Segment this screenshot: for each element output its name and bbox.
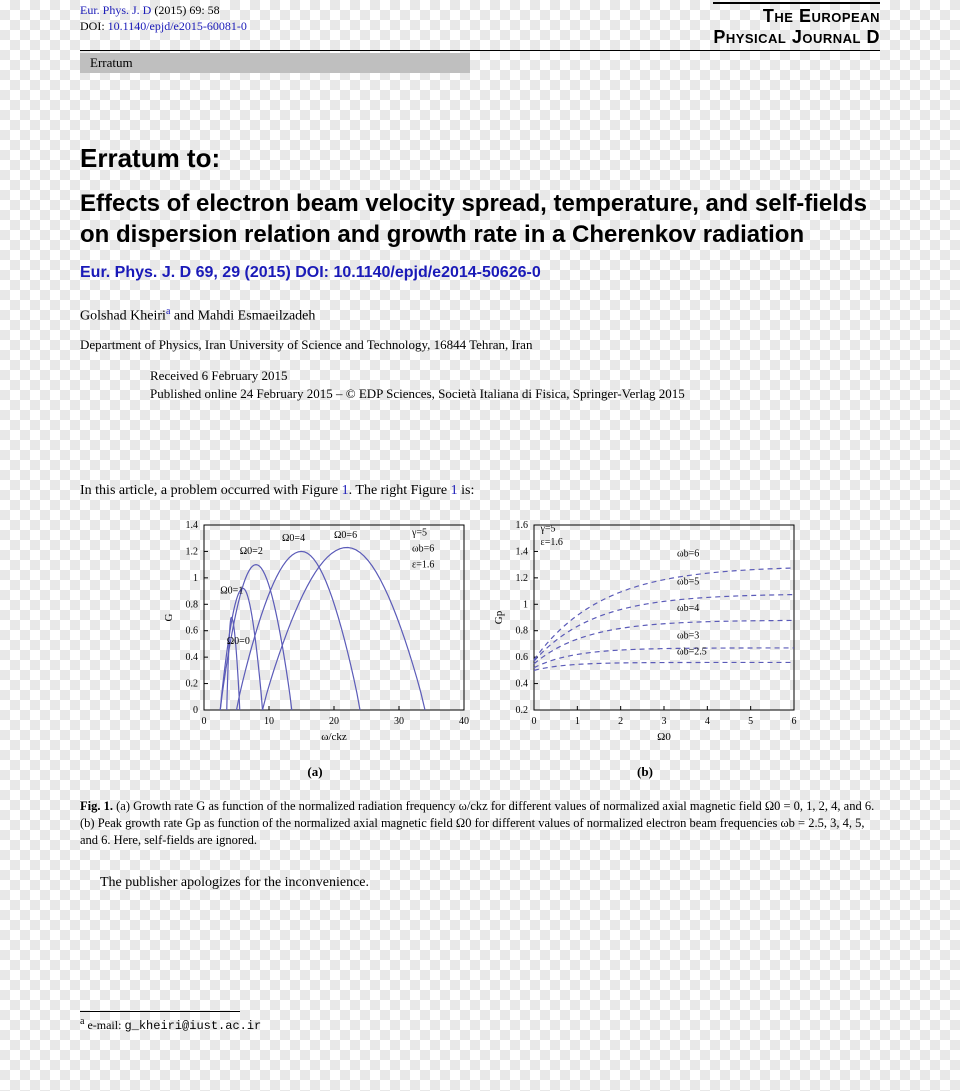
erratum-to-heading: Erratum to:	[80, 143, 880, 174]
svg-text:20: 20	[329, 716, 339, 727]
erratum-bar: Erratum	[80, 53, 470, 73]
svg-text:0.2: 0.2	[516, 705, 529, 716]
author-and: and	[170, 309, 197, 324]
svg-text:Ω0=0: Ω0=0	[227, 636, 250, 647]
svg-text:10: 10	[264, 716, 274, 727]
figure-1: 01020304000.20.40.60.811.21.4ω/ckzGγ=5ωb…	[80, 519, 880, 780]
svg-text:Ω0: Ω0	[657, 731, 671, 743]
svg-text:0.8: 0.8	[186, 600, 199, 611]
svg-text:30: 30	[394, 716, 404, 727]
svg-text:1.6: 1.6	[516, 520, 529, 531]
svg-text:ωb=4: ωb=4	[677, 603, 699, 614]
svg-text:6: 6	[792, 716, 797, 727]
svg-text:0.2: 0.2	[186, 679, 199, 690]
svg-text:1: 1	[575, 716, 580, 727]
journal-name-line1: The European	[713, 6, 880, 27]
svg-text:1.4: 1.4	[516, 547, 529, 558]
dates-block: Received 6 February 2015 Published onlin…	[80, 367, 880, 403]
footnote-rule	[80, 1011, 240, 1012]
svg-text:1: 1	[193, 573, 198, 584]
footnote-label: e-mail:	[84, 1018, 124, 1032]
svg-text:ωb=2.5: ωb=2.5	[677, 647, 707, 658]
figure-ref-1[interactable]: 1	[342, 483, 349, 498]
svg-text:ω/ckz: ω/ckz	[321, 731, 347, 743]
svg-text:ωb=6: ωb=6	[412, 544, 434, 555]
svg-text:5: 5	[748, 716, 753, 727]
figure-ref-2[interactable]: 1	[451, 483, 458, 498]
footnote: a e-mail: g_kheiri@iust.ac.ir	[80, 1016, 880, 1033]
svg-text:2: 2	[618, 716, 623, 727]
author-2: Mahdi Esmaeilzadeh	[198, 309, 316, 324]
header-left: Eur. Phys. J. D (2015) 69: 58 DOI: 10.11…	[80, 2, 247, 34]
svg-text:3: 3	[662, 716, 667, 727]
article-title: Effects of electron beam velocity spread…	[80, 188, 880, 250]
doi-link[interactable]: 10.1140/epjd/e2015-60081-0	[108, 19, 247, 33]
svg-text:ωb=3: ωb=3	[677, 631, 699, 642]
svg-text:0.4: 0.4	[516, 679, 529, 690]
figure-1a: 0 10 20 30 40 0 0.2 0.4 0.6 0.8 1 1.2 1.4 ω/ckz Gγ=5 ωb…	[160, 519, 470, 780]
journal-ref-rest: (2015) 69: 58	[151, 3, 219, 17]
authors: Golshad Kheiria and Mahdi Esmaeilzadeh	[80, 306, 880, 325]
svg-text:ωb=6: ωb=6	[677, 549, 699, 560]
svg-text:Ω0=4: Ω0=4	[282, 533, 305, 544]
svg-text:40: 40	[459, 716, 469, 727]
svg-text:γ=5: γ=5	[411, 528, 427, 539]
chart-panel-a: 0 10 20 30 40 0 0.2 0.4 0.6 0.8 1 1.2 1.4 ω/ckz Gγ=5 ωb…	[160, 519, 470, 744]
svg-text:G: G	[163, 614, 175, 622]
figure-1b: 0 1 2 3 4 5 6 0.2 0.4 0.6 0.8 1 1.2 1.4 1.6 Ω0 Gp γ=5 ε=1.…	[490, 519, 800, 780]
svg-text:0: 0	[532, 716, 537, 727]
svg-text:0: 0	[202, 716, 207, 727]
svg-text:Ω0=2: Ω0=2	[240, 546, 263, 557]
svg-text:0.4: 0.4	[186, 653, 199, 664]
original-citation[interactable]: Eur. Phys. J. D 69, 29 (2015) DOI: 10.11…	[80, 264, 880, 282]
svg-text:0: 0	[193, 705, 198, 716]
svg-text:0.8: 0.8	[516, 626, 529, 637]
chart-panel-b: 0 1 2 3 4 5 6 0.2 0.4 0.6 0.8 1 1.2 1.4 1.6 Ω0 Gp γ=5 ε=1.…	[490, 519, 800, 744]
panel-a-label: (a)	[160, 764, 470, 780]
caption-text: (a) Growth rate G as function of the nor…	[80, 799, 874, 847]
svg-text:0.6: 0.6	[186, 626, 199, 637]
published-date: Published online 24 February 2015 – © ED…	[150, 385, 880, 403]
svg-text:4: 4	[705, 716, 710, 727]
doi-label: DOI:	[80, 19, 108, 33]
apology-text: The publisher apologizes for the inconve…	[80, 875, 880, 891]
header-right: The European Physical Journal D	[713, 2, 880, 48]
intro-text: In this article, a problem occurred with…	[80, 483, 880, 499]
received-date: Received 6 February 2015	[150, 367, 880, 385]
journal-name-line2: Physical Journal D	[713, 27, 880, 48]
svg-text:Ω0=1: Ω0=1	[220, 586, 243, 597]
svg-text:Gp: Gp	[493, 611, 505, 625]
affiliation: Department of Physics, Iran University o…	[80, 337, 880, 353]
svg-text:1.2: 1.2	[516, 573, 529, 584]
svg-text:0.6: 0.6	[516, 653, 529, 664]
svg-text:ωb=5: ωb=5	[677, 577, 699, 588]
header-bar: Eur. Phys. J. D (2015) 69: 58 DOI: 10.11…	[80, 0, 880, 48]
header-rule	[80, 50, 880, 51]
svg-text:1.2: 1.2	[186, 547, 199, 558]
svg-text:1: 1	[523, 600, 528, 611]
svg-text:1.4: 1.4	[186, 520, 199, 531]
svg-text:γ=5: γ=5	[540, 524, 556, 535]
caption-label: Fig. 1.	[80, 799, 113, 813]
svg-text:Ω0=6: Ω0=6	[334, 531, 357, 542]
svg-text:ε=1.6: ε=1.6	[412, 560, 434, 571]
footnote-email[interactable]: g_kheiri@iust.ac.ir	[124, 1019, 261, 1033]
figure-caption: Fig. 1. (a) Growth rate G as function of…	[80, 798, 880, 849]
svg-text:ε=1.6: ε=1.6	[541, 537, 563, 548]
journal-ref: Eur. Phys. J. D	[80, 3, 151, 17]
panel-b-label: (b)	[490, 764, 800, 780]
author-1: Golshad Kheiri	[80, 309, 166, 324]
